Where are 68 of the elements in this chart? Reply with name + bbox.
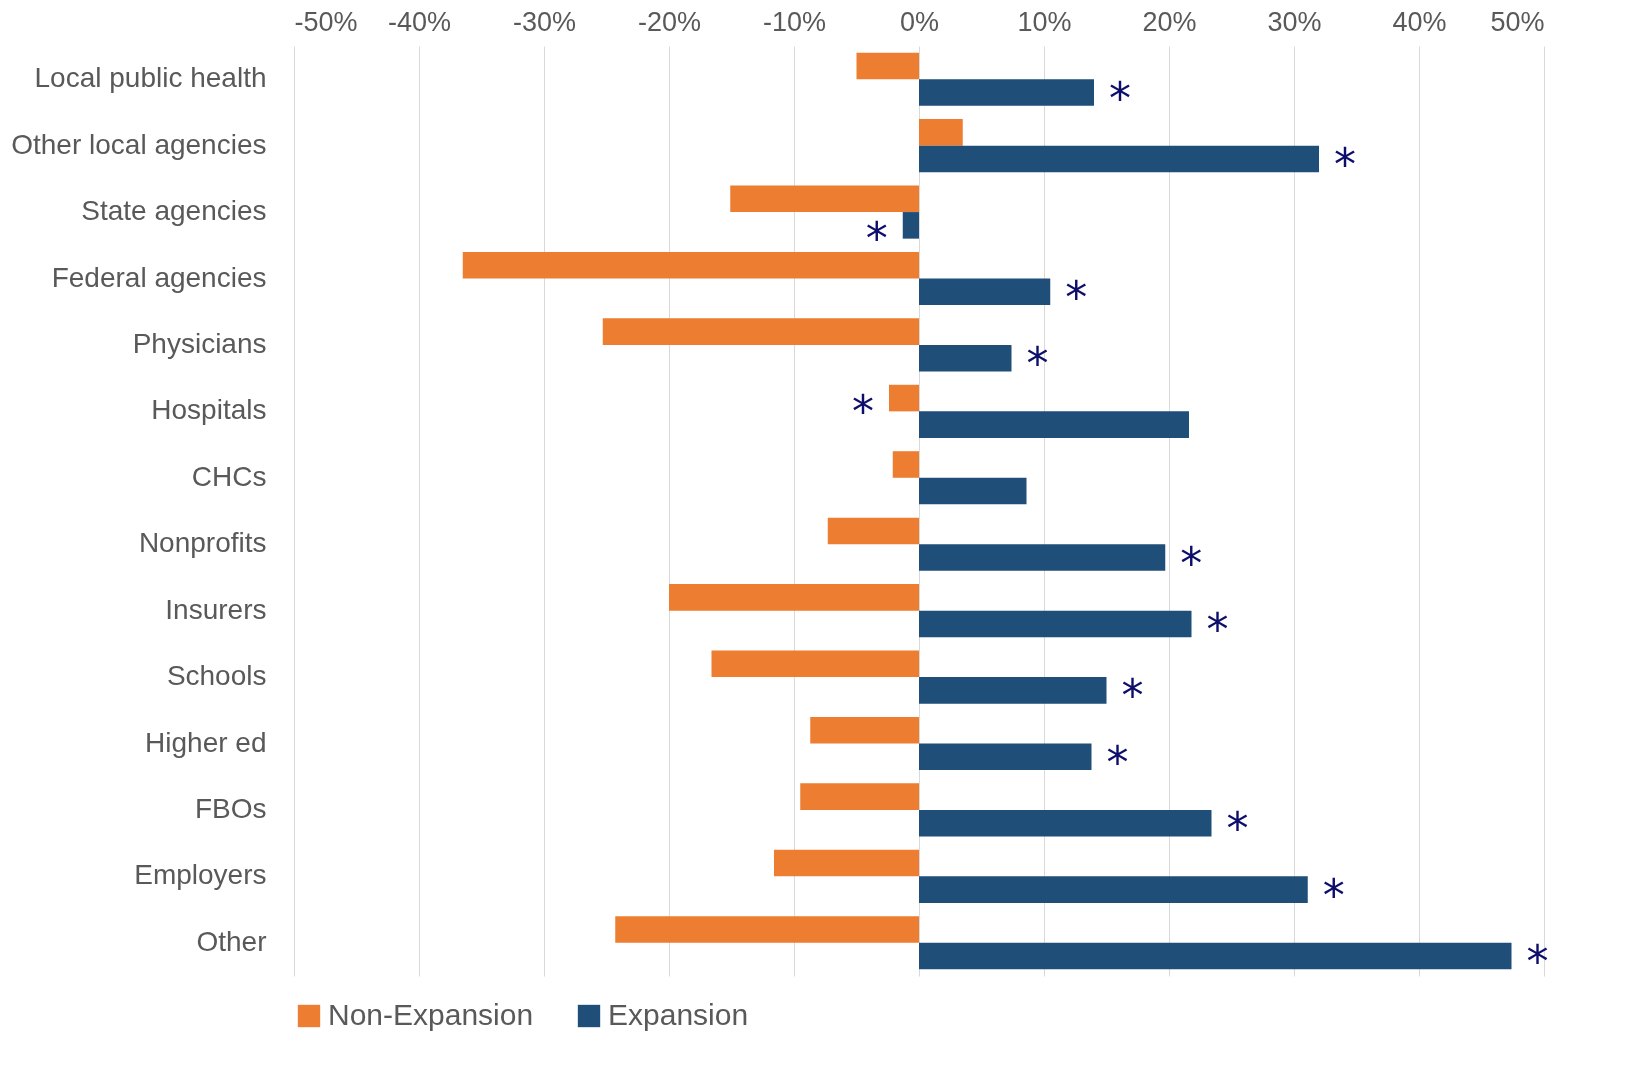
data-label: * — [1334, 138, 1356, 190]
bar — [602, 318, 919, 345]
bar — [919, 809, 1212, 837]
data-label: * — [1226, 803, 1249, 855]
y-tick-label: Local public health — [34, 62, 267, 94]
x-tick-label: 0% — [899, 6, 940, 37]
bar — [892, 451, 919, 478]
bar — [919, 876, 1308, 903]
x-tick-label: -20% — [637, 6, 702, 37]
bar — [800, 783, 919, 810]
legend-label: Expansion — [608, 998, 749, 1031]
data-label: * — [1106, 736, 1129, 788]
bar — [919, 677, 1107, 704]
x-tick-label: -50% — [294, 6, 358, 37]
y-tick-label: Physicians — [132, 327, 267, 359]
bar — [669, 584, 919, 611]
bar — [462, 251, 919, 279]
data-label: * — [1322, 869, 1345, 921]
y-tick-label: CHCs — [191, 460, 267, 492]
y-tick-label: Higher ed — [145, 726, 267, 758]
bar — [919, 145, 1319, 173]
bar — [919, 942, 1512, 970]
y-tick-label: Other local agencies — [11, 128, 267, 160]
data-label: * — [1180, 537, 1203, 589]
bar — [856, 52, 919, 80]
bar — [919, 743, 1092, 771]
x-tick-label: 30% — [1267, 6, 1322, 37]
bar — [919, 477, 1027, 505]
x-tick-label: -40% — [387, 6, 452, 37]
bar — [919, 344, 1012, 372]
x-tick-label: 10% — [1017, 6, 1072, 37]
bar — [711, 650, 919, 678]
data-label: * — [1065, 271, 1088, 323]
data-label: * — [1026, 338, 1049, 390]
y-tick-label: Insurers — [165, 593, 267, 625]
data-label: * — [1206, 603, 1229, 655]
y-tick-label: Federal agencies — [51, 261, 267, 293]
bar — [919, 411, 1189, 438]
bar — [919, 544, 1166, 571]
bar — [919, 278, 1051, 306]
bar — [889, 384, 919, 412]
x-tick-label: 20% — [1142, 6, 1197, 37]
data-label: * — [852, 386, 874, 438]
x-tick-label: 40% — [1392, 6, 1447, 37]
x-tick-label: -30% — [512, 6, 577, 37]
x-tick-label: -10% — [762, 6, 827, 37]
bar — [827, 517, 919, 545]
bar — [615, 916, 919, 943]
x-tick-label: 50% — [1490, 6, 1545, 37]
bar — [919, 610, 1192, 638]
y-tick-label: Nonprofits — [138, 527, 267, 559]
y-tick-label: Employers — [134, 859, 267, 891]
legend-label: Non-Expansion — [328, 998, 534, 1031]
y-tick-label: FBOs — [194, 792, 267, 824]
bar — [810, 716, 919, 744]
y-tick-label: State agencies — [81, 195, 267, 227]
bar — [774, 849, 919, 877]
data-label: * — [1526, 936, 1549, 988]
bar — [919, 79, 1094, 106]
data-label: * — [1121, 670, 1144, 722]
y-tick-label: Hospitals — [151, 394, 267, 426]
data-label: * — [1109, 72, 1131, 124]
bar — [730, 185, 919, 213]
bar — [919, 119, 963, 146]
y-tick-label: Schools — [166, 660, 267, 692]
y-tick-label: Other — [196, 925, 267, 957]
bar — [902, 212, 919, 239]
data-label: * — [865, 213, 888, 265]
